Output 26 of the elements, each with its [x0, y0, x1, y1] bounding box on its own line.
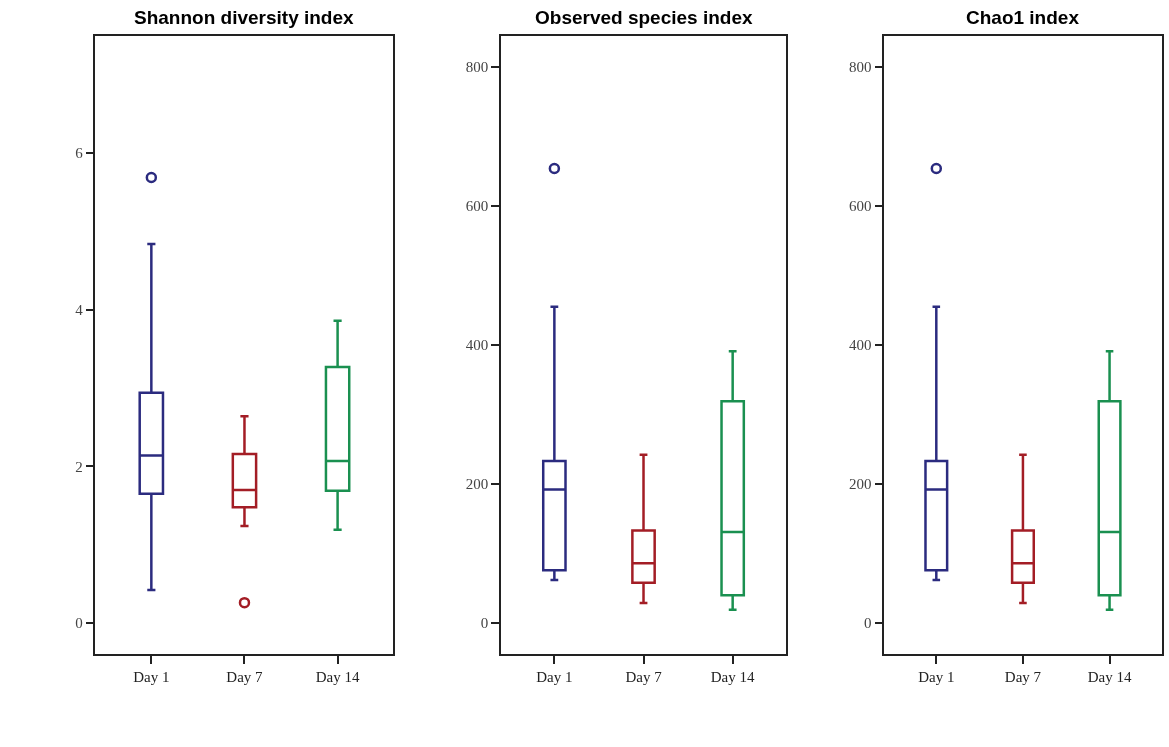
y-tick-label: 0	[864, 615, 872, 632]
x-tick-label: Day 7	[625, 669, 663, 686]
y-tick-label: 400	[465, 337, 489, 354]
y-tick-label: 600	[849, 198, 872, 215]
x-tick-label: Day 1	[133, 669, 170, 686]
y-tick-label: 200	[849, 476, 872, 493]
chart-title: Chao1 index	[966, 7, 1080, 28]
y-tick-label: 4	[75, 302, 84, 319]
y-tick-label: 2	[75, 458, 83, 475]
y-tick-label: 6	[75, 145, 84, 162]
y-tick-label: 200	[465, 476, 489, 493]
y-tick-label: 800	[465, 59, 489, 76]
y-tick-label: 0	[75, 615, 83, 632]
x-tick-label: Day 1	[918, 669, 955, 686]
x-tick-label: Day 14	[315, 669, 360, 686]
y-tick-label: 400	[849, 337, 872, 354]
chart-title: Shannon diversity index	[134, 7, 355, 28]
y-tick-label: 600	[465, 198, 489, 215]
x-tick-label: Day 14	[1087, 669, 1132, 686]
x-tick-label: Day 7	[226, 669, 264, 686]
y-tick-label: 800	[849, 59, 872, 76]
chart-title: Observed species index	[535, 7, 753, 28]
y-tick-label: 0	[480, 615, 489, 632]
x-tick-label: Day 7	[1004, 669, 1042, 686]
x-tick-label: Day 1	[536, 669, 573, 686]
x-tick-label: Day 14	[710, 669, 756, 686]
